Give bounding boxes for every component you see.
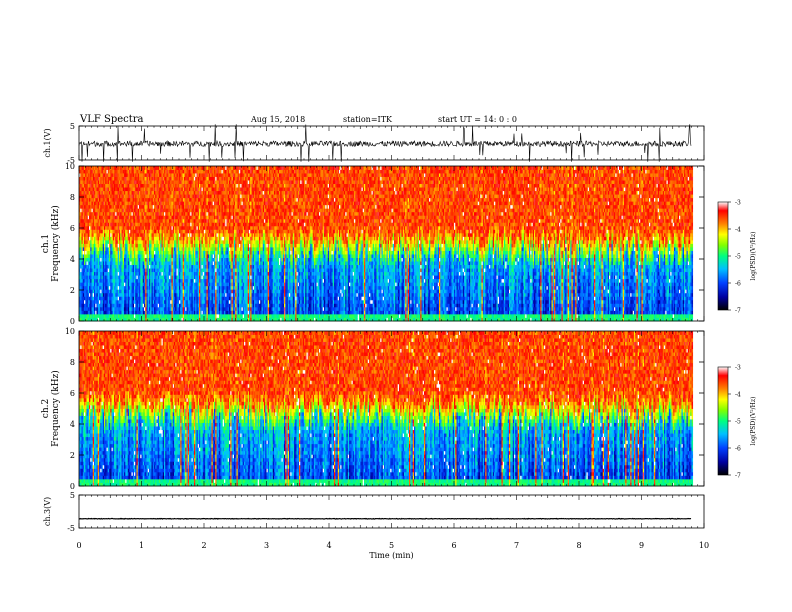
y-tick-label: 4 <box>70 255 75 264</box>
colorbar-label: log(PSD)(V²/Hz) <box>750 232 757 281</box>
x-tick-label: 5 <box>389 541 394 550</box>
colorbar-tick-label: -7 <box>735 308 741 315</box>
colorbar-tick-label: -5 <box>735 254 741 261</box>
ch2-spectrogram <box>79 331 693 486</box>
x-tick-label: 2 <box>201 541 206 550</box>
colorbar-tick-label: -7 <box>735 473 741 480</box>
y-tick-label: 0 <box>70 482 75 491</box>
y-tick-label: 4 <box>70 420 75 429</box>
y-tick-label: 0 <box>70 317 75 326</box>
y-tick-label: 6 <box>70 389 75 398</box>
x-tick-label: 6 <box>451 541 456 550</box>
colorbar-tick-label: -6 <box>735 446 741 453</box>
x-tick-label: 4 <box>326 541 331 550</box>
y-tick-label: 5 <box>70 491 75 500</box>
colorbar-tick-label: -4 <box>735 392 741 399</box>
x-tick-label: 1 <box>139 541 144 550</box>
x-tick-label: 8 <box>576 541 581 550</box>
colorbar-tick-label: -6 <box>735 281 741 288</box>
y-axis-label: ch.1 <box>41 234 51 253</box>
y-tick-label: 8 <box>70 358 75 367</box>
ch1-spectrogram <box>79 166 693 321</box>
y-tick-label: -5 <box>67 156 75 165</box>
y-tick-label: 8 <box>70 193 75 202</box>
colorbar-tick-label: -5 <box>735 419 741 426</box>
y-tick-label: 2 <box>70 286 75 295</box>
colorbar <box>718 202 728 310</box>
y-tick-label: -5 <box>67 524 75 533</box>
y-tick-label: 2 <box>70 451 75 460</box>
x-tick-label: 10 <box>699 541 709 550</box>
y-axis-label: Frequency (kHz) <box>50 370 61 447</box>
x-tick-label: 3 <box>264 541 269 550</box>
y-axis-label: Frequency (kHz) <box>50 205 61 282</box>
x-tick-label: 0 <box>76 541 81 550</box>
y-axis-label: ch.2 <box>41 399 51 418</box>
x-tick-label: 9 <box>639 541 644 550</box>
y-tick-label: 10 <box>65 327 75 336</box>
colorbar-tick-label: -3 <box>735 365 741 372</box>
colorbar-tick-label: -3 <box>735 200 741 207</box>
ch1-waveform-trace <box>79 124 691 161</box>
colorbar-tick-label: -4 <box>735 227 741 234</box>
y-tick-label: 5 <box>70 122 75 131</box>
x-axis-label: Time (min) <box>369 551 413 560</box>
x-tick-label: 7 <box>514 541 519 550</box>
colorbar-label: log(PSD)(V²/Hz) <box>750 397 757 446</box>
colorbar <box>718 367 728 475</box>
y-axis-label: ch.3(V) <box>43 497 52 526</box>
y-tick-label: 6 <box>70 224 75 233</box>
ch3-waveform-trace <box>79 519 691 520</box>
y-axis-label: ch.1(V) <box>43 128 52 157</box>
